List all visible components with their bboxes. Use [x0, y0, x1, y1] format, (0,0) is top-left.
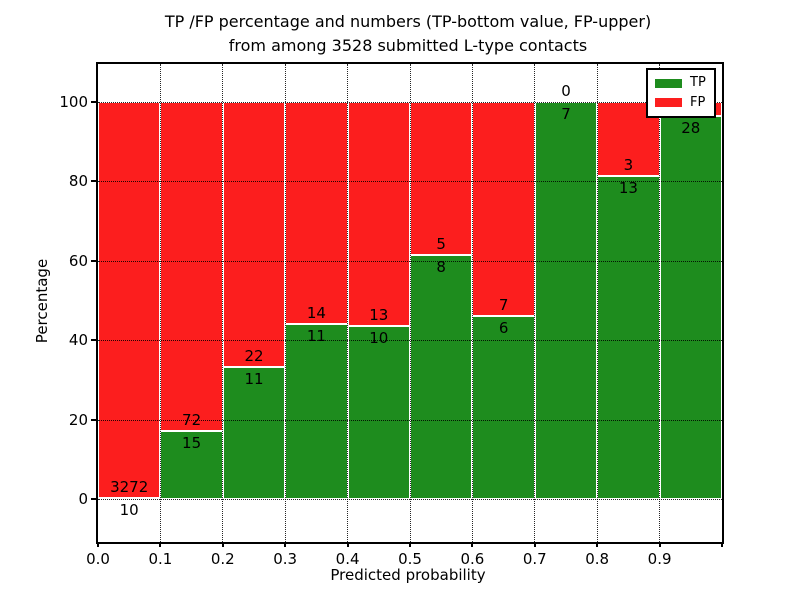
y-tick-label: 40	[68, 331, 88, 350]
x-tick-mark	[346, 542, 349, 547]
bar-segment-tp	[597, 176, 660, 499]
v-gridline	[409, 64, 411, 542]
bar-segment-tp	[534, 102, 598, 499]
bar-segment-fp	[347, 102, 410, 327]
y-tick-mark	[91, 180, 98, 183]
bar-count-label-fp: 22	[244, 346, 264, 365]
v-gridline	[284, 64, 286, 542]
bar-count-label-tp: 7	[561, 105, 571, 123]
x-tick-label: 0.7	[522, 550, 547, 568]
x-axis-label: Predicted probability	[330, 566, 486, 584]
v-gridline	[159, 64, 161, 542]
x-tick-label: 0.2	[210, 550, 235, 568]
bar-segment-fp	[222, 102, 286, 367]
v-gridline	[534, 64, 536, 542]
fp-swatch	[655, 98, 682, 108]
bar-segment-tp	[285, 324, 348, 499]
y-tick-label: 60	[68, 251, 88, 270]
v-gridline	[222, 64, 224, 542]
bar-count-label-fp: 3	[623, 156, 634, 175]
legend-label-tp: TP	[690, 75, 706, 91]
x-tick-mark	[596, 542, 599, 547]
bar-segment-fp	[410, 102, 473, 255]
tp-swatch	[655, 78, 682, 88]
y-tick-mark	[91, 339, 98, 342]
bar-count-label-tp: 10	[369, 329, 389, 348]
bar-count-label-fp: 72	[182, 410, 202, 429]
bar-segment-fp	[98, 102, 161, 498]
bar-count-label-fp: 3272	[110, 477, 149, 496]
x-tick-label: 0.6	[460, 550, 485, 568]
x-tick-label: 0.3	[273, 550, 298, 568]
bar-count-label-tp: 13	[618, 179, 638, 198]
bar-count-label-tp: 11	[306, 327, 326, 346]
x-tick-label: 0.5	[398, 550, 422, 568]
bar-segment-tp	[347, 326, 410, 499]
x-tick-label: 0.0	[86, 550, 110, 568]
x-tick-label: 0.1	[148, 550, 173, 568]
v-gridline	[596, 64, 598, 542]
x-tick-mark	[658, 542, 661, 547]
bar-segment-tp	[160, 430, 223, 499]
y-tick-label: 20	[68, 410, 88, 429]
bar-segment-tp	[659, 115, 722, 499]
x-tick-mark	[409, 542, 411, 547]
x-tick-label: 0.4	[335, 550, 360, 568]
y-tick-label: 0	[78, 490, 88, 508]
x-tick-mark	[533, 542, 536, 547]
bar-count-label-fp: 7	[498, 295, 509, 314]
x-tick-mark	[159, 542, 162, 547]
bar-count-label-fp: 13	[369, 306, 389, 325]
bar-count-label-tp: 15	[182, 433, 202, 452]
bar-count-label-fp: 5	[436, 234, 446, 253]
y-tick-mark	[91, 498, 98, 500]
chart-title-line2: from among 3528 submitted L-type contact…	[228, 36, 588, 55]
legend-item-tp: TP	[648, 76, 714, 90]
v-gridline	[347, 64, 349, 542]
bar-segment-tp	[222, 366, 286, 499]
x-tick-mark	[471, 542, 474, 547]
y-tick-label: 80	[68, 172, 88, 191]
y-tick-mark	[91, 418, 98, 421]
bar-count-label-fp: 0	[561, 82, 571, 100]
y-tick-mark	[91, 259, 98, 262]
x-tick-label: 0.8	[585, 550, 610, 568]
chart-title-line1: TP /FP percentage and numbers (TP-bottom…	[164, 12, 652, 31]
bar-count-label-fp: 14	[306, 304, 326, 323]
bar-count-label-tp: 28	[681, 118, 701, 137]
v-gridline	[471, 64, 473, 542]
x-tick-mark	[721, 542, 723, 547]
bar-count-label-tp: 10	[119, 500, 139, 519]
bar-segment-fp	[472, 102, 535, 316]
bar-segment-tp	[472, 315, 535, 499]
y-tick-mark	[91, 101, 98, 103]
bar-segment-tp	[410, 254, 473, 499]
bar-count-label-tp: 11	[244, 369, 264, 388]
bar-count-label-tp: 6	[498, 318, 509, 337]
legend-item-fp: FP	[648, 94, 714, 110]
y-tick-label: 100	[59, 93, 88, 111]
bar-segment-fp	[285, 102, 348, 325]
plot-area: TP FP 3272 10 72 15 22 11 14 11 13 10 5 8 7 6 0 7 3 13 28 0…	[59, 62, 724, 568]
x-tick-mark	[221, 542, 224, 547]
x-tick-mark	[97, 542, 99, 547]
bar-count-label-tp: 8	[436, 257, 446, 276]
x-tick-mark	[284, 542, 287, 547]
legend: TP FP	[646, 68, 716, 118]
v-gridline	[659, 64, 661, 542]
bar-segment-fp	[160, 102, 223, 431]
legend-label-fp: FP	[690, 94, 706, 110]
x-tick-label: 0.9	[647, 550, 672, 568]
